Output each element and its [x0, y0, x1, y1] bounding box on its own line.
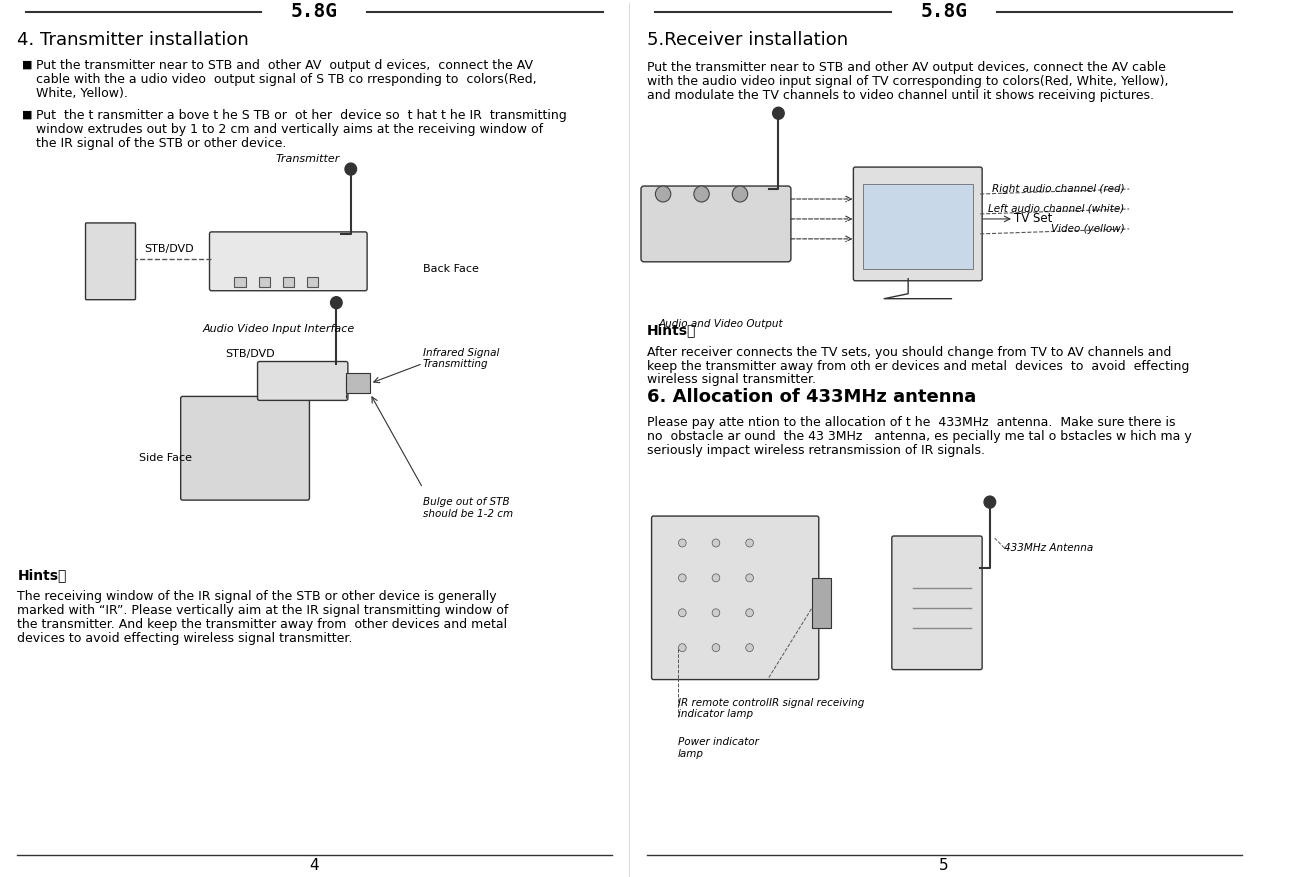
Text: Transmitter: Transmitter	[275, 154, 339, 164]
Bar	[863, 184, 972, 268]
Circle shape	[745, 539, 753, 547]
Circle shape	[679, 539, 686, 547]
Text: TV Set: TV Set	[1014, 212, 1052, 225]
FancyBboxPatch shape	[641, 186, 791, 262]
Bar	[307, 277, 318, 287]
Circle shape	[713, 574, 719, 581]
Text: marked with “IR”. Please vertically aim at the IR signal transmitting window of: marked with “IR”. Please vertically aim …	[17, 603, 508, 617]
Text: 6. Allocation of 433MHz antenna: 6. Allocation of 433MHz antenna	[647, 389, 976, 406]
Circle shape	[745, 574, 753, 581]
Circle shape	[345, 163, 356, 175]
Text: no  obstacle ar ound  the 43 3MHz   antenna, es pecially me tal o bstacles w hic: no obstacle ar ound the 43 3MHz antenna,…	[647, 431, 1192, 443]
FancyBboxPatch shape	[85, 223, 135, 300]
Circle shape	[732, 186, 748, 202]
FancyBboxPatch shape	[210, 232, 367, 290]
Text: STB/DVD: STB/DVD	[225, 348, 275, 359]
Circle shape	[679, 609, 686, 617]
Text: keep the transmitter away from oth er devices and metal  devices  to  avoid  eff: keep the transmitter away from oth er de…	[647, 360, 1189, 373]
Text: wireless signal transmitter.: wireless signal transmitter.	[647, 374, 816, 387]
Bar	[346, 374, 369, 394]
Text: cable with the a udio video  output signal of S TB co rresponding to  colors(Red: cable with the a udio video output signa…	[35, 74, 536, 86]
Text: Please pay atte ntion to the allocation of t he  433MHz  antenna.  Make sure the: Please pay atte ntion to the allocation …	[647, 417, 1175, 430]
Text: Infrared Signal
Transmitting: Infrared Signal Transmitting	[423, 347, 499, 369]
Circle shape	[330, 296, 342, 309]
Text: the transmitter. And keep the transmitter away from  other devices and metal: the transmitter. And keep the transmitte…	[17, 617, 507, 631]
Circle shape	[713, 539, 719, 547]
Text: ■: ■	[22, 110, 33, 119]
Text: ■: ■	[22, 60, 33, 69]
Text: window extrudes out by 1 to 2 cm and vertically aims at the receiving window of: window extrudes out by 1 to 2 cm and ver…	[35, 123, 542, 136]
Text: Audio Video Input Interface: Audio Video Input Interface	[203, 324, 355, 333]
Text: Left audio channel (white): Left audio channel (white)	[988, 204, 1124, 214]
Text: Power indicator
lamp: Power indicator lamp	[677, 738, 758, 759]
Circle shape	[713, 609, 719, 617]
Circle shape	[679, 644, 686, 652]
Text: 4. Transmitter installation: 4. Transmitter installation	[17, 32, 249, 49]
Circle shape	[679, 574, 686, 581]
Text: Audio and Video Output: Audio and Video Output	[659, 318, 783, 329]
Circle shape	[694, 186, 709, 202]
Text: and modulate the TV channels to video channel until it shows receiving pictures.: and modulate the TV channels to video ch…	[647, 89, 1154, 103]
Text: IR signal receiving: IR signal receiving	[769, 697, 865, 708]
Text: the IR signal of the STB or other device.: the IR signal of the STB or other device…	[35, 137, 286, 150]
Text: 4: 4	[309, 858, 320, 873]
Circle shape	[745, 644, 753, 652]
Text: Back Face: Back Face	[423, 264, 478, 274]
Text: Put the transmitter near to STB and  other AV  output d evices,  connect the AV: Put the transmitter near to STB and othe…	[35, 60, 533, 73]
Text: 5.8G: 5.8G	[920, 2, 967, 21]
Text: Video (yellow): Video (yellow)	[1051, 224, 1124, 234]
Text: Hints：: Hints：	[17, 568, 67, 582]
Circle shape	[773, 107, 785, 119]
Circle shape	[745, 609, 753, 617]
Text: Right audio channel (red): Right audio channel (red)	[992, 184, 1124, 194]
FancyBboxPatch shape	[258, 361, 348, 401]
Text: Put  the t ransmitter a bove t he S TB or  ot her  device so  t hat t he IR  tra: Put the t ransmitter a bove t he S TB or…	[35, 110, 566, 122]
Text: seriously impact wireless retransmission of IR signals.: seriously impact wireless retransmission…	[647, 445, 985, 457]
FancyBboxPatch shape	[892, 536, 982, 670]
Bar	[283, 277, 293, 287]
Circle shape	[984, 496, 996, 508]
Text: White, Yellow).: White, Yellow).	[35, 88, 127, 100]
FancyBboxPatch shape	[651, 516, 819, 680]
Text: After receiver connects the TV sets, you should change from TV to AV channels an: After receiver connects the TV sets, you…	[647, 346, 1171, 359]
Text: The receiving window of the IR signal of the STB or other device is generally: The receiving window of the IR signal of…	[17, 590, 496, 602]
Text: Side Face: Side Face	[139, 453, 193, 463]
Text: with the audio video input signal of TV corresponding to colors(Red, White, Yell: with the audio video input signal of TV …	[647, 75, 1169, 89]
Text: IR remote control
indicator lamp: IR remote control indicator lamp	[677, 697, 768, 719]
Text: Put the transmitter near to STB and other AV output devices, connect the AV cabl: Put the transmitter near to STB and othe…	[647, 61, 1166, 75]
Text: 433MHz Antenna: 433MHz Antenna	[1005, 543, 1094, 553]
Bar	[812, 578, 832, 628]
FancyBboxPatch shape	[853, 168, 982, 281]
Text: devices to avoid effecting wireless signal transmitter.: devices to avoid effecting wireless sign…	[17, 631, 352, 645]
Bar	[234, 277, 246, 287]
Circle shape	[713, 644, 719, 652]
Text: STB/DVD: STB/DVD	[144, 244, 194, 253]
Text: 5: 5	[939, 858, 948, 873]
Bar	[258, 277, 270, 287]
Circle shape	[655, 186, 671, 202]
Text: 5.8G: 5.8G	[291, 2, 338, 21]
Text: Hints：: Hints：	[647, 324, 696, 338]
Text: Bulge out of STB
should be 1-2 cm: Bulge out of STB should be 1-2 cm	[423, 497, 514, 519]
FancyBboxPatch shape	[181, 396, 309, 500]
Text: 5.Receiver installation: 5.Receiver installation	[647, 32, 848, 49]
